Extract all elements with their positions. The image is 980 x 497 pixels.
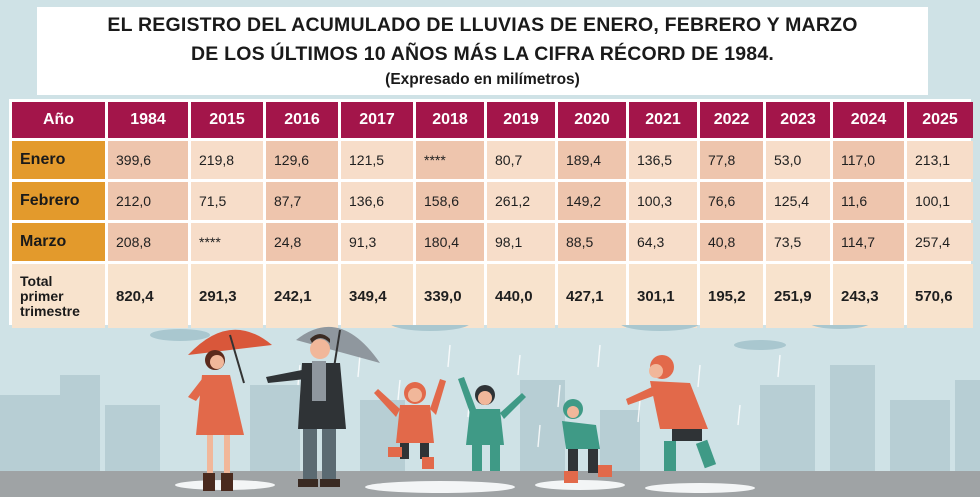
total-cell: 349,4 — [341, 264, 413, 328]
subtitle: (Expresado en milímetros) — [385, 71, 580, 88]
title-box: EL REGISTRO DEL ACUMULADO DE LLUVIAS DE … — [37, 7, 928, 95]
row-label-total: Total primer trimestre — [12, 264, 105, 328]
table-cell: 77,8 — [700, 141, 763, 179]
table-row-febrero: Febrero 212,0 71,5 87,7 136,6 158,6 261,… — [12, 182, 973, 220]
table-cell: 11,6 — [833, 182, 904, 220]
header-year: 1984 — [108, 102, 188, 138]
child-red-hooded-raincoat — [626, 355, 717, 471]
total-cell: 440,0 — [487, 264, 555, 328]
table-row-marzo: Marzo 208,8 **** 24,8 91,3 180,4 98,1 88… — [12, 223, 973, 261]
table-cell: 399,6 — [108, 141, 188, 179]
header-year: 2025 — [907, 102, 973, 138]
table-cell: 40,8 — [700, 223, 763, 261]
header-year: 2016 — [266, 102, 338, 138]
table-cell: 91,3 — [341, 223, 413, 261]
total-cell: 570,6 — [907, 264, 973, 328]
table-cell: 88,5 — [558, 223, 626, 261]
header-year: 2022 — [700, 102, 763, 138]
rainy-day-illustration — [0, 325, 980, 497]
table-cell: 100,1 — [907, 182, 973, 220]
table-cell: 129,6 — [266, 141, 338, 179]
city-skyline — [0, 365, 980, 475]
header-year: 2015 — [191, 102, 263, 138]
header-year: 2018 — [416, 102, 484, 138]
table-cell: 100,3 — [629, 182, 697, 220]
total-cell: 195,2 — [700, 264, 763, 328]
table-cell: 189,4 — [558, 141, 626, 179]
total-cell: 251,9 — [766, 264, 830, 328]
table-cell: 125,4 — [766, 182, 830, 220]
table-cell: 53,0 — [766, 141, 830, 179]
table-cell: 71,5 — [191, 182, 263, 220]
header-year: 2017 — [341, 102, 413, 138]
rainfall-table-wrapper: Año 1984 2015 2016 2017 2018 2019 2020 2… — [9, 99, 973, 328]
title-line-2: DE LOS ÚLTIMOS 10 AÑOS MÁS LA CIFRA RÉCO… — [191, 43, 774, 65]
total-cell: 242,1 — [266, 264, 338, 328]
table-cell: 117,0 — [833, 141, 904, 179]
table-cell: 98,1 — [487, 223, 555, 261]
table-cell: 219,8 — [191, 141, 263, 179]
puddles — [175, 480, 755, 493]
table-cell: 158,6 — [416, 182, 484, 220]
total-label-line: trimestre — [20, 302, 80, 319]
child-orange-raincoat — [374, 379, 446, 469]
table-cell: 80,7 — [487, 141, 555, 179]
man-with-umbrella — [266, 326, 380, 487]
child-crouching — [562, 399, 612, 483]
table-cell: 121,5 — [341, 141, 413, 179]
table-cell: 76,6 — [700, 182, 763, 220]
table-cell: 73,5 — [766, 223, 830, 261]
woman-with-umbrella — [188, 329, 272, 491]
table-cell: 208,8 — [108, 223, 188, 261]
row-label-marzo: Marzo — [12, 223, 105, 261]
total-cell: 243,3 — [833, 264, 904, 328]
header-year-label: Año — [12, 102, 105, 138]
title-line-1: EL REGISTRO DEL ACUMULADO DE LLUVIAS DE … — [107, 14, 858, 36]
table-row-enero: Enero 399,6 219,8 129,6 121,5 **** 80,7 … — [12, 141, 973, 179]
table-cell: 136,6 — [341, 182, 413, 220]
table-cell: **** — [416, 141, 484, 179]
header-year: 2024 — [833, 102, 904, 138]
header-year: 2023 — [766, 102, 830, 138]
header-year: 2020 — [558, 102, 626, 138]
table-cell: 87,7 — [266, 182, 338, 220]
row-label-febrero: Febrero — [12, 182, 105, 220]
header-year: 2021 — [629, 102, 697, 138]
total-cell: 291,3 — [191, 264, 263, 328]
table-cell: 149,2 — [558, 182, 626, 220]
table-row-total: Total primer trimestre 820,4 291,3 242,1… — [12, 264, 973, 328]
table-cell: 180,4 — [416, 223, 484, 261]
table-cell: 64,3 — [629, 223, 697, 261]
table-cell: 213,1 — [907, 141, 973, 179]
total-cell: 301,1 — [629, 264, 697, 328]
total-cell: 339,0 — [416, 264, 484, 328]
row-label-enero: Enero — [12, 141, 105, 179]
total-label-line: Total — [20, 272, 53, 289]
total-cell: 427,1 — [558, 264, 626, 328]
header-year: 2019 — [487, 102, 555, 138]
table-cell: 136,5 — [629, 141, 697, 179]
header-row: Año 1984 2015 2016 2017 2018 2019 2020 2… — [12, 102, 973, 138]
total-label-line: primer — [20, 287, 64, 304]
rainfall-table: Año 1984 2015 2016 2017 2018 2019 2020 2… — [9, 99, 976, 331]
table-cell: 257,4 — [907, 223, 973, 261]
table-cell: 24,8 — [266, 223, 338, 261]
total-cell: 820,4 — [108, 264, 188, 328]
clouds — [150, 325, 869, 350]
table-cell: 212,0 — [108, 182, 188, 220]
table-cell: **** — [191, 223, 263, 261]
table-cell: 114,7 — [833, 223, 904, 261]
child-teal-raincoat — [458, 377, 526, 471]
table-cell: 261,2 — [487, 182, 555, 220]
